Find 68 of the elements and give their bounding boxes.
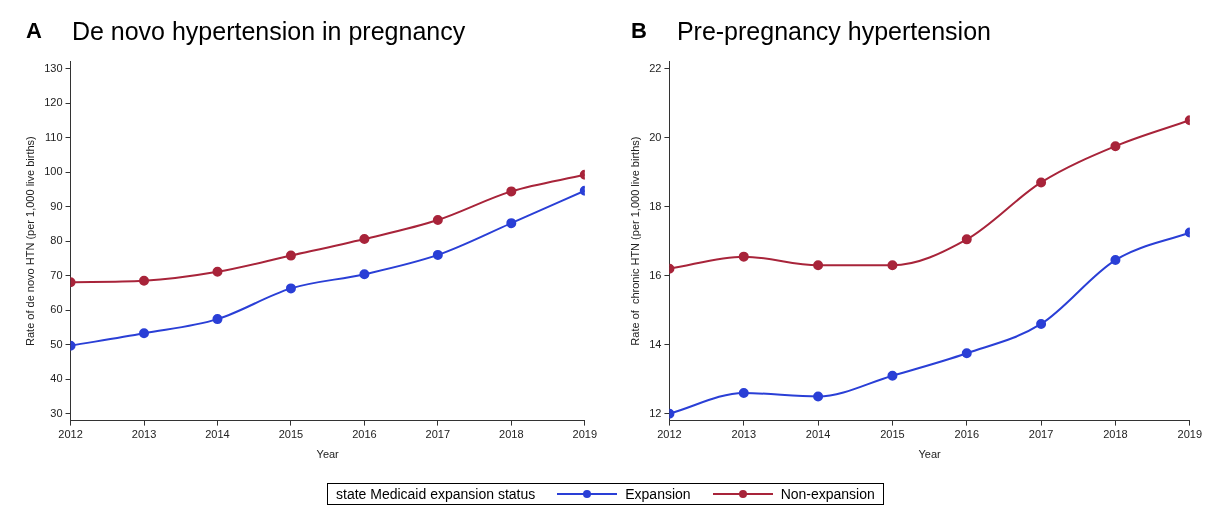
point [813, 260, 824, 271]
point [1110, 255, 1121, 266]
legend-label: Non-expansion [780, 486, 875, 502]
chart-title: De novo hypertension in pregnancy [71, 16, 466, 46]
x-tick-label: 2012 [657, 428, 682, 441]
point [887, 370, 898, 381]
x-tick-label: 2013 [731, 428, 757, 441]
y-tick-label: 110 [45, 130, 63, 143]
point [887, 260, 898, 271]
legend-title: state Medicaid expansion status [336, 486, 536, 502]
y-tick-label: 12 [649, 406, 662, 419]
y-tick-label: 100 [44, 165, 63, 178]
point [1036, 177, 1047, 188]
x-tick-label: 2017 [425, 428, 451, 441]
x-tick-label: 2013 [131, 428, 157, 441]
y-tick-label: 50 [50, 337, 63, 350]
y-tick-label: 20 [649, 130, 662, 143]
x-tick-label: 2015 [880, 428, 905, 441]
y-tick-label: 90 [50, 199, 63, 212]
y-tick-label: 70 [50, 268, 63, 281]
y-tick-label: 16 [649, 268, 662, 281]
x-tick-label: 2016 [352, 428, 377, 441]
point [212, 266, 223, 277]
point [285, 250, 296, 261]
x-tick-label: 2015 [278, 428, 304, 441]
text: B [631, 18, 647, 44]
point [285, 283, 296, 294]
x-tick-label: 2016 [954, 428, 980, 441]
chart-title: Pre-pregnancy hypertension [676, 16, 991, 46]
x-axis-title: Year [918, 448, 942, 461]
x-tick-label: 2018 [1103, 428, 1128, 441]
x-tick-label: 2017 [1028, 428, 1054, 441]
text: A [26, 18, 42, 44]
point [961, 234, 972, 245]
point [1110, 141, 1121, 152]
legend-label: Expansion [625, 486, 691, 502]
x-tick-label: 2019 [572, 428, 598, 441]
y-tick-label: 130 [44, 61, 63, 74]
point [961, 348, 972, 359]
point [212, 314, 223, 325]
point [359, 269, 370, 280]
x-tick-label: 2014 [205, 428, 230, 441]
point [432, 249, 443, 260]
x-tick-label: 2012 [58, 428, 83, 441]
x-tick-label: 2018 [499, 428, 524, 441]
x-tick-label: 2019 [1177, 428, 1203, 441]
point [139, 275, 150, 286]
y-tick-label: 30 [50, 406, 63, 419]
point [359, 234, 370, 245]
y-axis-title: Rate of chronic HTN (per 1,000 live births) [628, 136, 641, 346]
point [738, 387, 749, 398]
y-tick-label: 80 [50, 234, 63, 247]
y-axis-title: Rate of de novo HTN (per 1,000 live births) [23, 136, 36, 346]
point [1036, 318, 1047, 329]
point [506, 186, 517, 197]
point [738, 251, 749, 262]
point [139, 328, 150, 339]
point [813, 391, 824, 402]
point [506, 218, 517, 229]
x-tick-label: 2014 [805, 428, 831, 441]
y-tick-label: 60 [50, 303, 63, 316]
y-tick-label: 22 [649, 61, 662, 74]
y-tick-label: 18 [649, 199, 662, 212]
x-axis-title: Year [316, 448, 340, 461]
y-tick-label: 40 [50, 372, 63, 385]
y-tick-label: 14 [649, 337, 662, 350]
y-tick-label: 120 [44, 96, 63, 109]
point [432, 215, 443, 226]
